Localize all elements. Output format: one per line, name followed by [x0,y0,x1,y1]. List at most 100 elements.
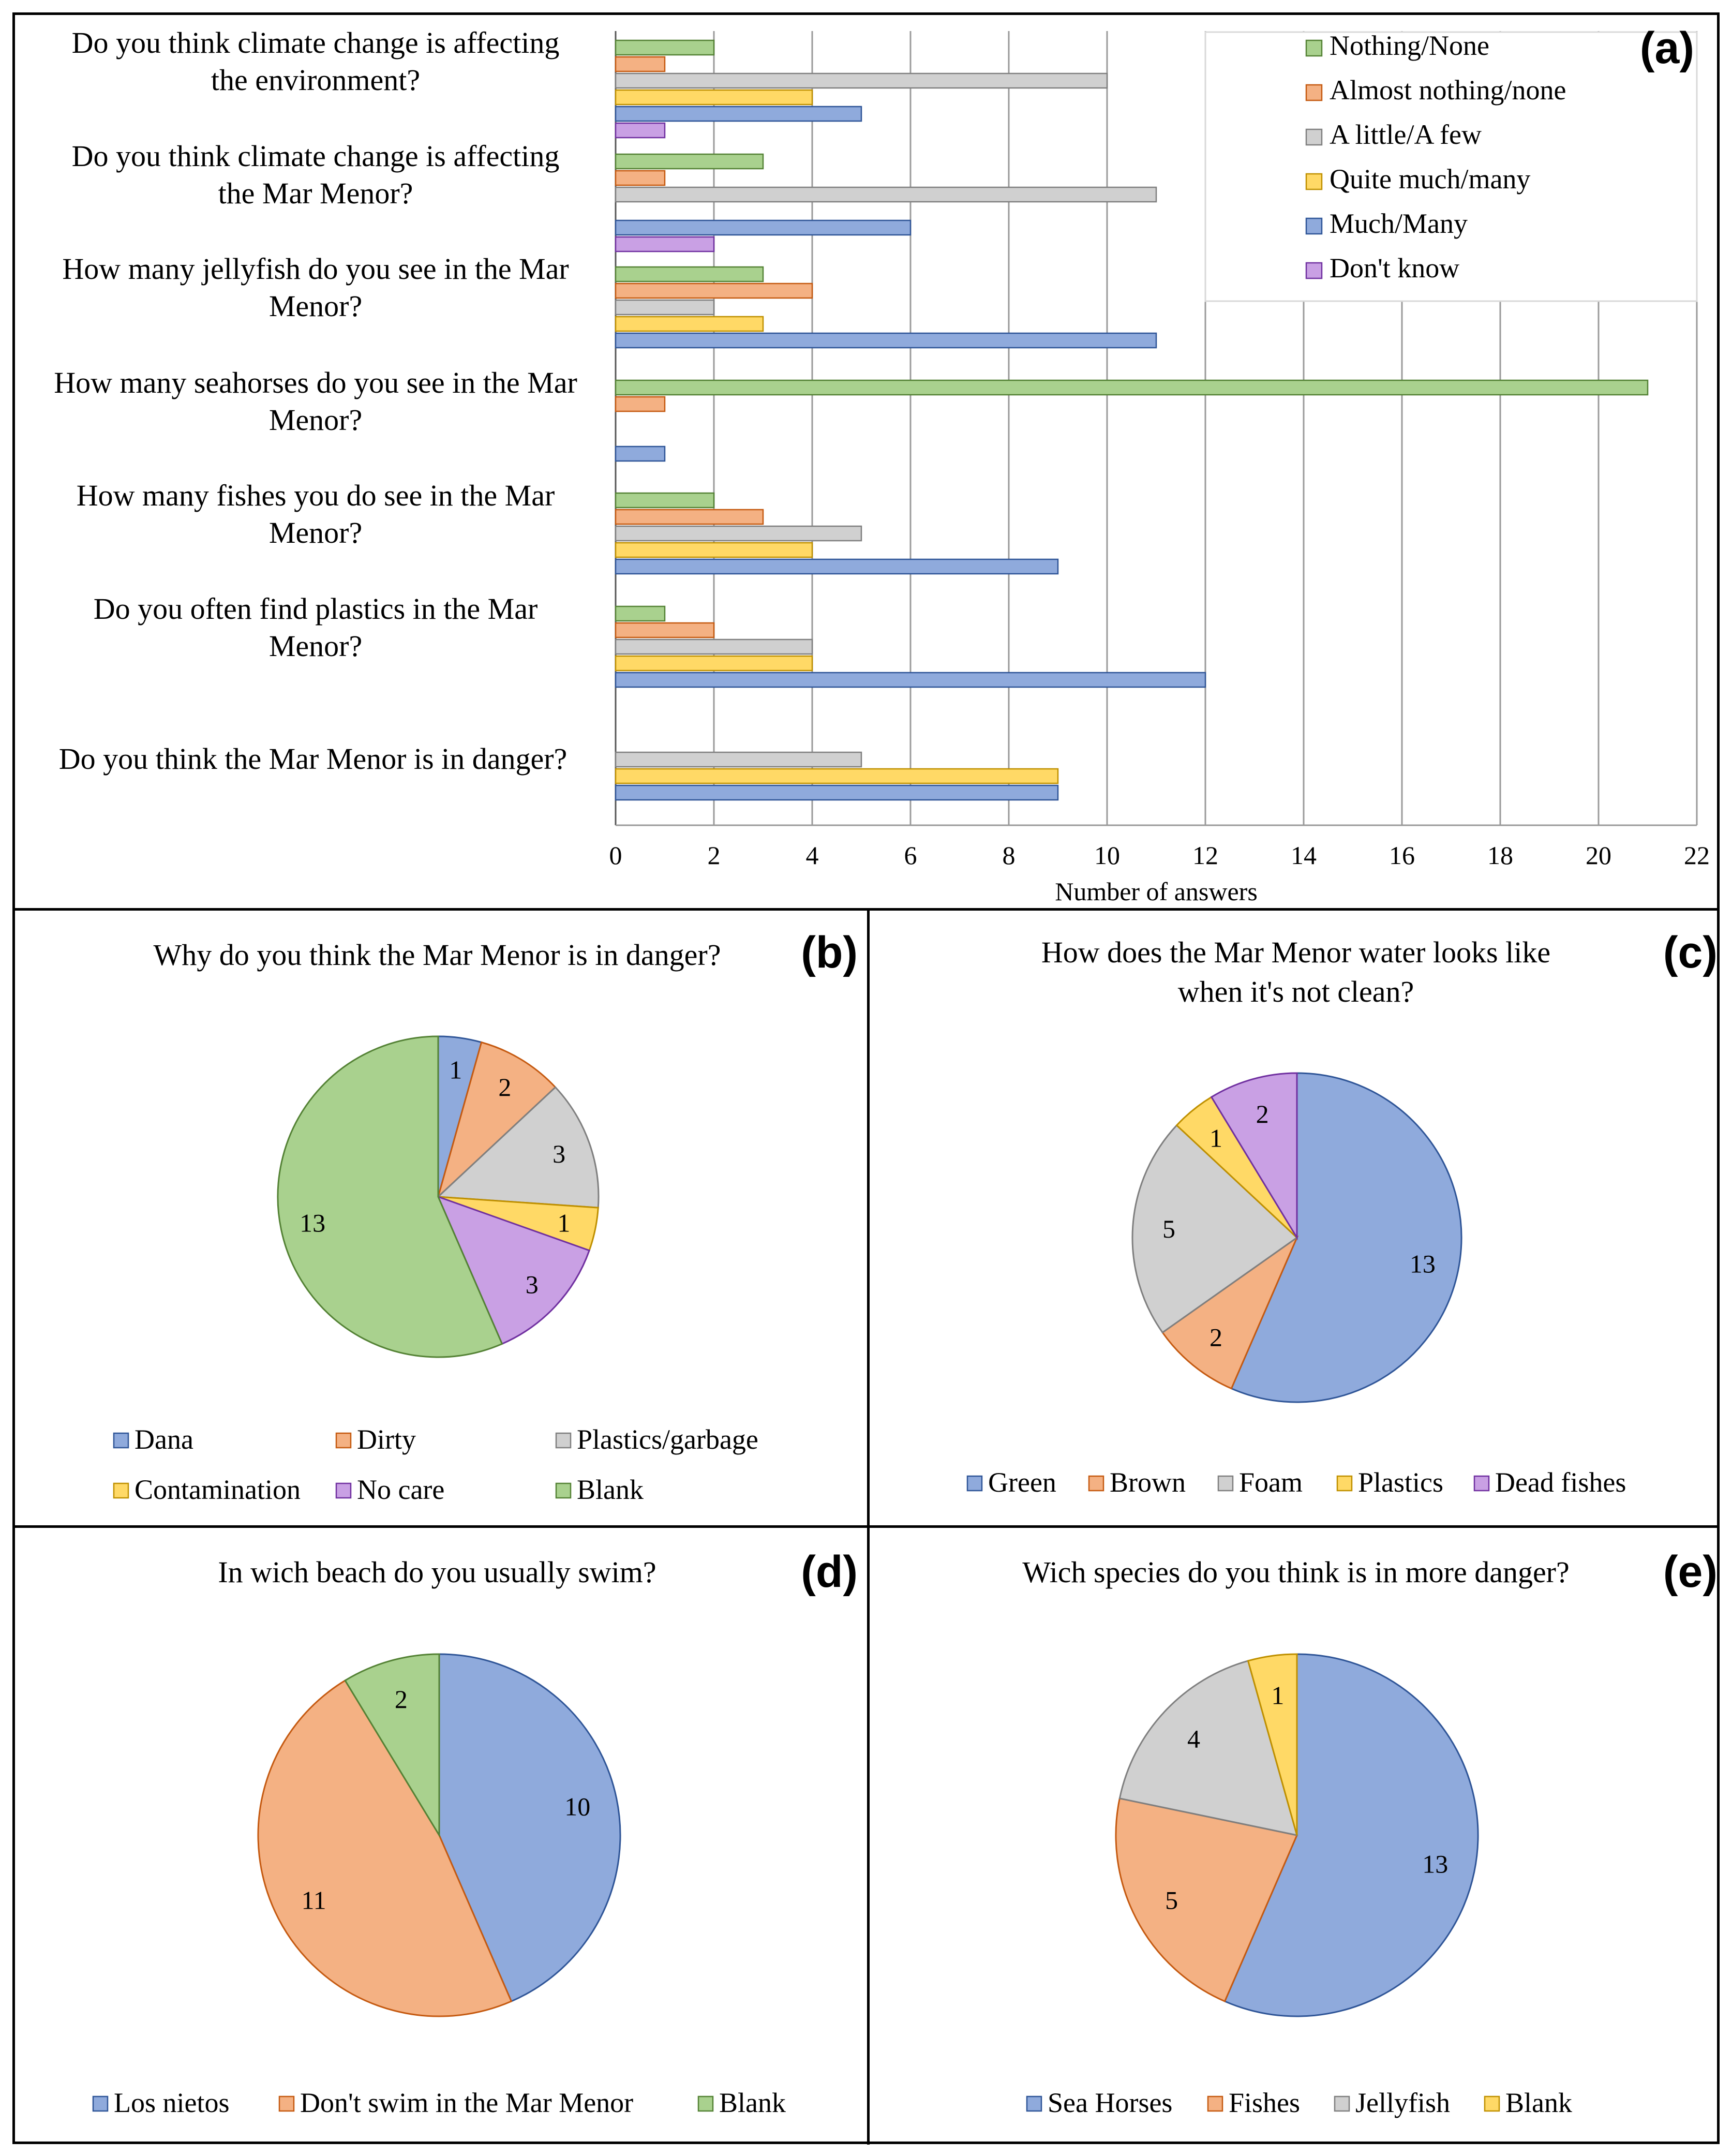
slice-foam [1131,1124,1298,1334]
bar-much-many-q2 [615,219,912,236]
slice-label-sea-horses: 13 [1422,1850,1448,1879]
bar-a-little-a-few-q6 [615,638,813,655]
question-label-6-line-1: Do you often find plastics in the Mar [94,592,538,626]
tick-label-18: 18 [1487,841,1513,870]
pie-title-line-1: In wich beach do you usually swim? [218,1555,656,1589]
bar-much-many-q5 [615,558,1059,575]
question-label-2-line-2: the Mar Menor? [218,176,413,210]
legend-swatch-6 [1305,262,1323,279]
divider-middle [12,1525,1720,1528]
divider-top [12,908,1720,911]
panel-letter: (e) [1663,1547,1718,1597]
figure-frame [12,12,1720,2144]
slice-label-los-nietos: 10 [564,1792,590,1821]
legend-swatch-3 [1305,128,1323,146]
legend-swatch-6 [555,1482,572,1499]
legend-swatch-4 [1305,173,1323,190]
legend-swatch-3 [697,2095,714,2112]
legend-swatch-1 [92,2095,109,2112]
legend-label-4: Plastics [1358,1467,1443,1498]
legend-swatch-4 [113,1482,129,1499]
slice-label-green: 13 [1410,1249,1436,1278]
panel-letter: (b) [801,928,858,977]
slice-label-plastics: 1 [1210,1124,1222,1153]
bar-almost-nothing-none-q1 [615,56,666,72]
bar-a-little-a-few-q1 [615,72,1108,89]
legend-swatch-2 [1207,2095,1223,2112]
legend-label-2: Don't swim in the Mar Menor [300,2087,633,2118]
bar-almost-nothing-none-q4 [615,396,666,412]
question-label-6-line-2: Menor? [269,629,362,663]
legend-label-2: Brown [1110,1467,1186,1498]
panel-letter-a: (a) [1640,23,1694,73]
divider-vertical [867,908,870,2145]
tick-label-0: 0 [609,841,622,870]
slice-brown [1161,1235,1299,1390]
legend-label-6: Blank [577,1474,644,1505]
tick-label-12: 12 [1192,841,1218,870]
legend-label-1: Los nietos [114,2087,230,2118]
legend-box [1204,31,1698,302]
tick-label-20: 20 [1586,841,1611,870]
panel-letter: (c) [1663,928,1718,977]
slice-blank [1247,1653,1298,1836]
bar-a-little-a-few-q3 [615,299,715,316]
slice-label-foam: 5 [1162,1214,1175,1243]
slice-green [1230,1072,1462,1403]
slice-label-blank: 1 [1271,1681,1284,1710]
tick-label-6: 6 [904,841,917,870]
legend-label-4: Contamination [135,1474,301,1505]
bar-nothing-none-q5 [615,492,715,509]
legend-label-3: Plastics/garbage [577,1424,758,1455]
bar-almost-nothing-none-q2 [615,170,666,186]
legend-swatch-2 [278,2095,295,2112]
legend-swatch-2 [1088,1475,1104,1492]
slice-label-don-t-swim-in-the-mar-menor: 11 [302,1886,326,1915]
slice-label-dana: 1 [449,1055,462,1084]
slice-blank [344,1653,440,1838]
bar-much-many-q4 [615,445,666,462]
bar-nothing-none-q6 [615,605,666,622]
legend-label-1: Dana [135,1424,193,1455]
tick-label-22: 22 [1684,841,1710,870]
question-label-3-line-2: Menor? [269,289,362,323]
legend-swatch-1 [1305,39,1323,57]
question-label-4-line-1: How many seahorses do you see in the Mar [54,366,577,399]
slice-fishes [1115,1797,1298,2002]
legend-label-3: Blank [719,2087,786,2118]
pie-title-line-1: How does the Mar Menor water looks like [1041,935,1550,969]
bar-nothing-none-q1 [615,39,715,56]
slice-plastics-garbage [436,1086,600,1209]
legend-swatch-3 [1334,2095,1350,2112]
tick-label-10: 10 [1094,841,1120,870]
slice-los-nietos [438,1653,621,2002]
legend-label-2: Dirty [357,1424,416,1455]
legend-swatch-3 [555,1432,572,1449]
legend-label-3: Jellyfish [1355,2087,1450,2118]
panel-e-pie-chart: 13 5 4 1 Wich species do you think is in mor… [1022,1547,1718,2118]
legend-label-1: Green [988,1467,1056,1498]
slice-sea-horses [1223,1653,1479,2017]
slice-don-t-swim-in-the-mar-menor [257,1679,513,2017]
panel-letter: (d) [801,1547,858,1597]
question-label-4-line-2: Menor? [269,403,362,437]
panel-c-pie-chart: 13 2 5 1 2 How does the Mar Menor water looks… [966,928,1718,1498]
bar-quite-much-many-q7 [615,768,1059,784]
legend-swatch-5 [1473,1475,1490,1492]
bar-quite-much-many-q5 [615,542,813,558]
panel-a-bar-chart: 0 2 4 6 8 10 12 14 16 18 20 22 Number of answers Do y… [54,23,1710,906]
slice-label-plastics-garbage: 3 [553,1139,565,1168]
bar-quite-much-many-q3 [615,316,764,332]
bar-a-little-a-few-q7 [615,751,862,768]
legend-label-2: Almost nothing/none [1330,75,1566,106]
bar-almost-nothing-none-q5 [615,509,764,525]
legend-swatch-2 [1305,84,1323,101]
slice-label-jellyfish: 4 [1187,1724,1200,1753]
slice-jellyfish [1118,1660,1298,1836]
tick-label-4: 4 [806,841,819,870]
question-label-1-line-2: the environment? [211,63,420,97]
slice-dirty [437,1041,557,1199]
legend-swatch-4 [1336,1475,1353,1492]
legend-label-5: Much/Many [1330,208,1468,239]
